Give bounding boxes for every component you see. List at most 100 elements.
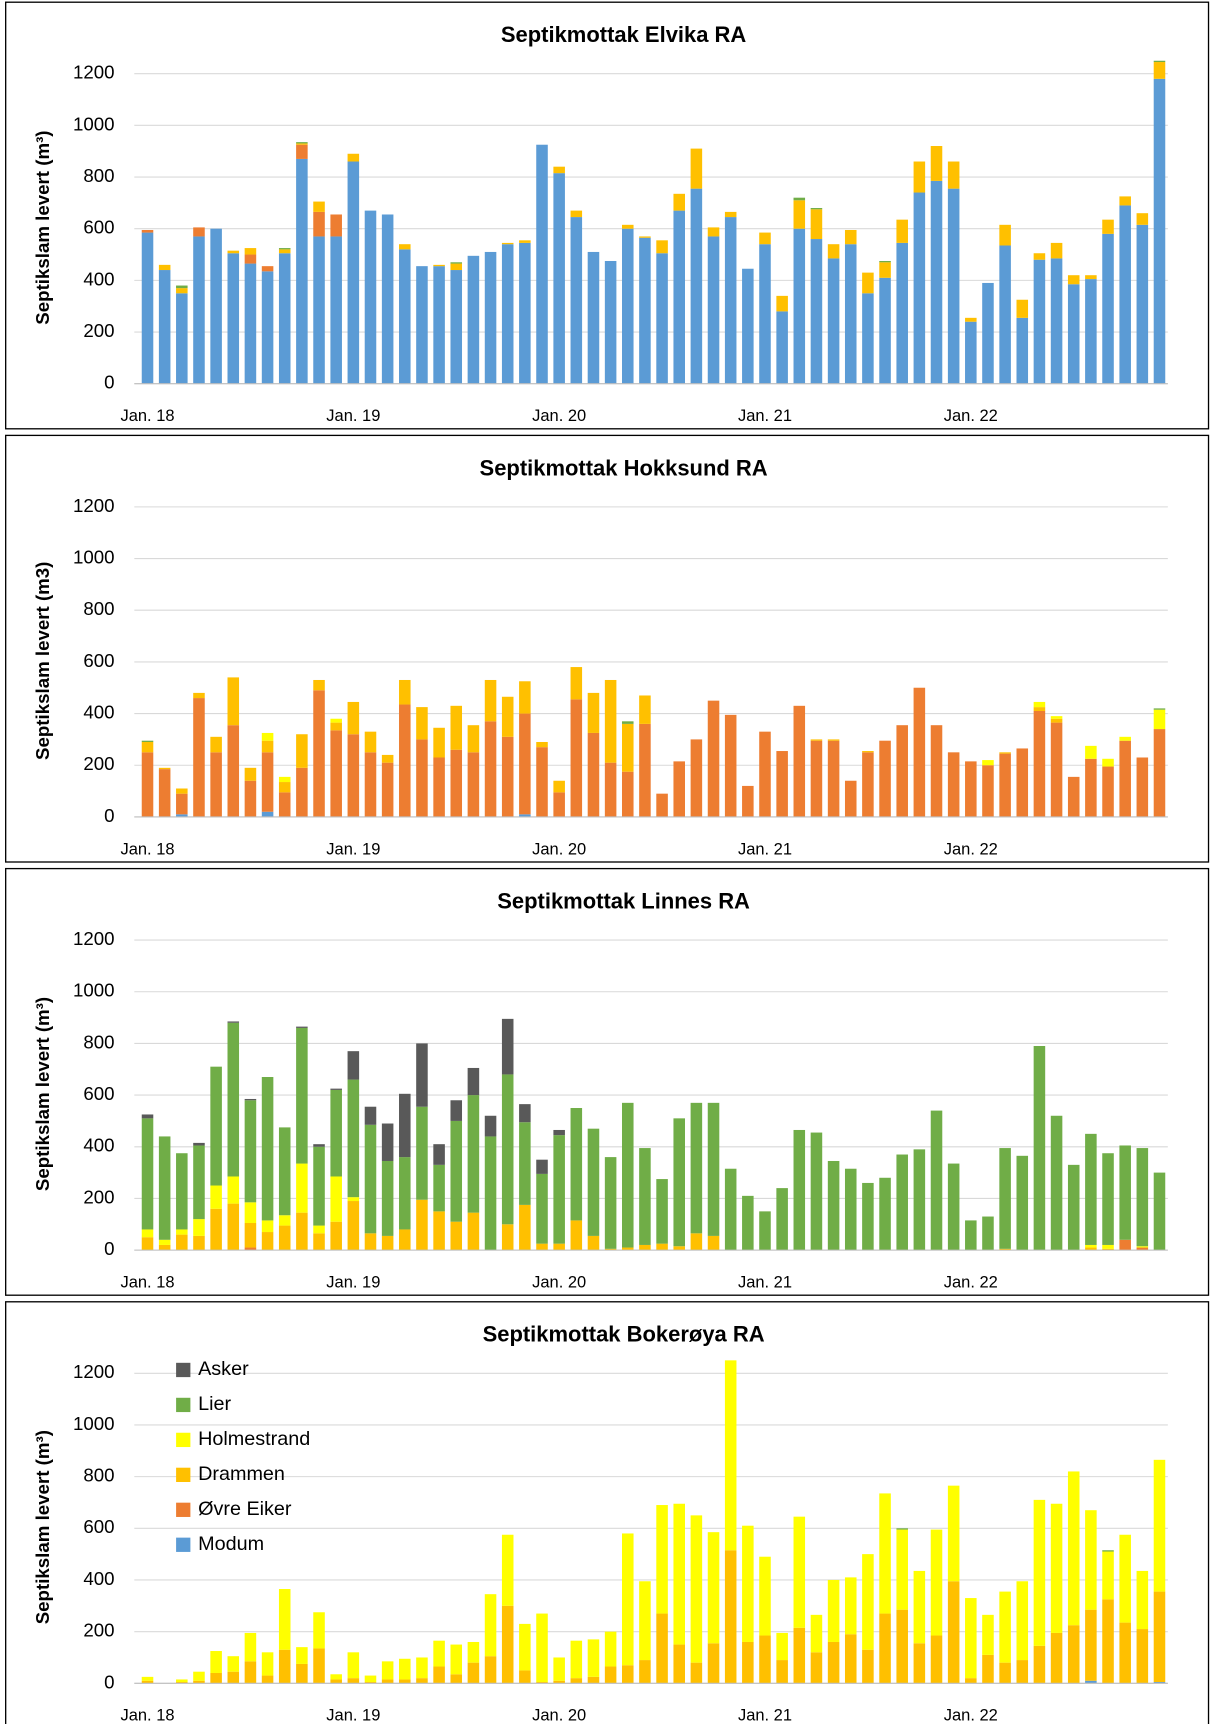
bar-segment bbox=[1085, 1609, 1097, 1681]
x-tick-label: Jan. 21 bbox=[738, 1707, 792, 1724]
bar-segment bbox=[381, 1235, 394, 1251]
y-tick-label: 800 bbox=[83, 598, 114, 619]
bar-segment bbox=[296, 767, 308, 817]
bar-segment bbox=[604, 762, 617, 817]
bar-segment bbox=[141, 740, 154, 742]
bar-segment bbox=[467, 1212, 480, 1251]
bar-segment bbox=[193, 698, 205, 817]
bar-segment bbox=[467, 1067, 480, 1096]
bar-segment bbox=[176, 788, 188, 794]
bar-segment bbox=[673, 761, 685, 817]
bar-segment bbox=[244, 254, 257, 264]
legend-label: Modum bbox=[198, 1533, 264, 1555]
bar-segment bbox=[313, 679, 325, 691]
bar-segment bbox=[399, 679, 411, 705]
bar-segment bbox=[844, 1577, 857, 1635]
bar-segment bbox=[501, 1074, 514, 1225]
bar-segment bbox=[724, 1168, 737, 1251]
bar-segment bbox=[501, 244, 514, 384]
bar-segment bbox=[896, 1529, 908, 1610]
bar-segment bbox=[1085, 279, 1097, 384]
bar-segment bbox=[176, 1153, 188, 1230]
bar-segment bbox=[416, 1199, 428, 1251]
x-tick-label: Jan. 21 bbox=[738, 840, 792, 858]
y-tick-label: 200 bbox=[83, 753, 114, 774]
bar-segment bbox=[1153, 60, 1166, 63]
bar-segment bbox=[793, 705, 806, 817]
bar-segment bbox=[484, 1115, 497, 1137]
bar-segment bbox=[193, 1219, 205, 1236]
bar-segment bbox=[982, 760, 994, 766]
bar-segment bbox=[176, 1234, 188, 1251]
bar-segment bbox=[484, 1656, 497, 1684]
bar-segment bbox=[896, 1609, 908, 1684]
bar-segment bbox=[673, 1503, 685, 1645]
bar-segment bbox=[381, 1679, 394, 1684]
bar-segment bbox=[210, 1066, 222, 1186]
bar-segment bbox=[656, 253, 668, 384]
bar-segment bbox=[278, 253, 291, 384]
bar-segment bbox=[724, 1360, 737, 1551]
bar-segment bbox=[965, 1598, 977, 1679]
bar-segment bbox=[1016, 1581, 1029, 1661]
bar-segment bbox=[793, 1516, 806, 1628]
bar-segment bbox=[742, 1525, 754, 1642]
bar-segment bbox=[364, 1106, 377, 1125]
y-tick-label: 400 bbox=[83, 1568, 114, 1589]
bar-segment bbox=[1153, 62, 1166, 79]
bar-segment bbox=[210, 736, 222, 753]
bar-segment bbox=[1085, 1247, 1097, 1251]
bar-segment bbox=[347, 1051, 360, 1080]
bar-segment bbox=[947, 752, 960, 817]
bar-segment bbox=[399, 1658, 411, 1680]
bar-segment bbox=[690, 1233, 703, 1251]
bar-segment bbox=[793, 197, 806, 201]
bar-segment bbox=[553, 1129, 565, 1136]
bar-segment bbox=[896, 1154, 908, 1251]
bar-segment bbox=[467, 1662, 480, 1684]
bar-segment bbox=[313, 201, 325, 212]
bar-segment bbox=[1033, 710, 1046, 817]
bar-segment bbox=[193, 1680, 205, 1684]
bar-segment bbox=[982, 1654, 994, 1684]
bar-segment bbox=[158, 264, 171, 271]
bar-segment bbox=[141, 1237, 154, 1251]
bar-segment bbox=[278, 248, 291, 250]
bar-segment bbox=[999, 1148, 1011, 1249]
bar-segment bbox=[827, 244, 840, 259]
bar-segment bbox=[244, 1247, 257, 1251]
bar-segment bbox=[347, 1652, 360, 1679]
bar-segment bbox=[347, 1197, 360, 1202]
bar-segment bbox=[879, 262, 891, 278]
chart-panel: Septikmottak Linnes RA Septikslam levert … bbox=[5, 867, 1210, 1296]
bar-segment bbox=[827, 1160, 840, 1251]
bar-segment bbox=[1153, 708, 1166, 710]
bar-segment bbox=[519, 1104, 531, 1123]
y-tick-label: 200 bbox=[83, 1620, 114, 1641]
bar-segment bbox=[1033, 253, 1046, 260]
bar-segment bbox=[1102, 758, 1114, 767]
bar-segment bbox=[827, 1579, 840, 1642]
bar-segment bbox=[227, 725, 240, 817]
bar-segment bbox=[656, 1613, 668, 1684]
bar-segment bbox=[1153, 78, 1166, 384]
bar-segment bbox=[1067, 776, 1080, 817]
bar-segment bbox=[1119, 196, 1131, 206]
bar-segment bbox=[690, 188, 703, 384]
bar-segment bbox=[227, 253, 240, 384]
bar-segment bbox=[913, 687, 926, 817]
bar-segment bbox=[484, 721, 497, 817]
bar-segment bbox=[621, 1102, 634, 1248]
bar-segment bbox=[536, 747, 548, 817]
bar-segment bbox=[519, 713, 531, 815]
bar-segment bbox=[827, 258, 840, 384]
bar-segment bbox=[947, 188, 960, 384]
bar-segment bbox=[210, 1208, 222, 1251]
bar-segment bbox=[570, 217, 583, 384]
bar-segment bbox=[313, 1612, 325, 1649]
bar-segment bbox=[776, 1188, 788, 1251]
bar-segment bbox=[1085, 1680, 1097, 1684]
bar-segment bbox=[1016, 748, 1029, 817]
bar-segment bbox=[536, 1613, 548, 1683]
y-tick-label: 0 bbox=[104, 1238, 114, 1259]
